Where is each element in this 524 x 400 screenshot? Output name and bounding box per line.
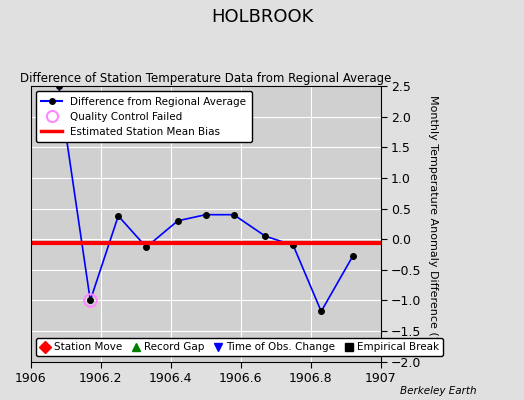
- Title: Difference of Station Temperature Data from Regional Average: Difference of Station Temperature Data f…: [20, 72, 391, 85]
- Text: HOLBROOK: HOLBROOK: [211, 8, 313, 26]
- Y-axis label: Monthly Temperature Anomaly Difference (°C): Monthly Temperature Anomaly Difference (…: [428, 95, 438, 353]
- Text: Berkeley Earth: Berkeley Earth: [400, 386, 477, 396]
- Legend: Station Move, Record Gap, Time of Obs. Change, Empirical Break: Station Move, Record Gap, Time of Obs. C…: [36, 338, 443, 356]
